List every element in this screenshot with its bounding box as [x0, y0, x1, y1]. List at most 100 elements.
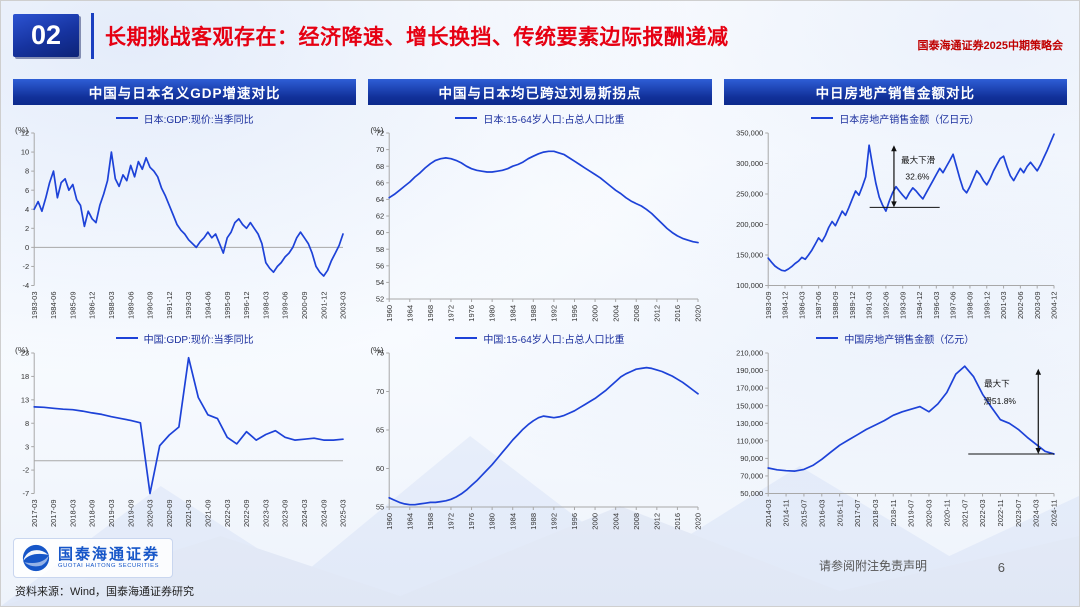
svg-text:2015-07: 2015-07: [799, 500, 808, 528]
svg-text:2023-03: 2023-03: [261, 500, 270, 528]
svg-text:2017-09: 2017-09: [49, 500, 58, 528]
svg-text:1992: 1992: [550, 305, 559, 322]
legend-label: 日本:15-64岁人口:占总人口比重: [483, 114, 625, 126]
svg-text:1986-03: 1986-03: [797, 292, 806, 320]
banner-lewis-turning-point: 中国与日本均已跨过刘易斯拐点: [368, 79, 712, 105]
svg-text:58: 58: [376, 245, 384, 254]
svg-text:1988-03: 1988-03: [107, 292, 116, 320]
svg-text:2003-03: 2003-03: [339, 292, 348, 320]
svg-text:2021-07: 2021-07: [960, 500, 969, 528]
svg-text:1976: 1976: [467, 513, 476, 530]
legend: 日本:GDP:现价:当季同比: [13, 109, 356, 127]
svg-text:1994-06: 1994-06: [204, 292, 213, 320]
svg-text:2003-09: 2003-09: [1032, 292, 1041, 320]
svg-text:1968: 1968: [426, 513, 435, 530]
svg-text:2019-07: 2019-07: [906, 500, 915, 528]
svg-text:3: 3: [25, 442, 29, 451]
chart-columns: 中国与日本名义GDP增速对比 日本:GDP:现价:当季同比 (%) -4 -2 0 2…: [13, 79, 1067, 535]
legend-line-icon: [115, 337, 138, 339]
svg-text:2000: 2000: [591, 305, 600, 322]
svg-text:1996-12: 1996-12: [242, 292, 251, 320]
svg-text:1984: 1984: [509, 305, 518, 322]
legend-line-icon: [455, 117, 478, 119]
chart-china-working-age-share: 中国:15-64岁人口:占总人口比重 (%) 55 60 65 70 75 1960 196…: [368, 327, 711, 535]
svg-text:2002-06: 2002-06: [1016, 292, 1025, 320]
svg-text:2004-12: 2004-12: [1049, 292, 1058, 320]
svg-text:12: 12: [21, 129, 29, 138]
svg-text:1983-03: 1983-03: [30, 292, 39, 320]
svg-text:2022-03: 2022-03: [978, 500, 987, 528]
legend-line-icon: [816, 337, 839, 339]
banner-real-estate-sales: 中日房地产销售金额对比: [723, 79, 1067, 105]
svg-text:1972: 1972: [447, 305, 456, 322]
svg-text:8: 8: [25, 419, 29, 428]
svg-text:2001-03: 2001-03: [999, 292, 1008, 320]
disclaimer-note: 请参阅附注免责声明: [818, 559, 927, 573]
svg-text:70: 70: [376, 387, 384, 396]
svg-text:2021-09: 2021-09: [204, 500, 213, 528]
logo-texts: 国泰海通证券 GUOTAI HAITONG SECURITIES: [58, 546, 160, 570]
svg-text:1984: 1984: [509, 513, 518, 530]
svg-text:2017-03: 2017-03: [30, 500, 39, 528]
svg-text:6: 6: [25, 186, 29, 195]
svg-text:13: 13: [21, 395, 29, 404]
svg-text:65: 65: [376, 426, 384, 435]
svg-text:1993-03: 1993-03: [184, 292, 193, 320]
svg-text:2021-03: 2021-03: [184, 500, 193, 528]
svg-text:2018-03: 2018-03: [871, 500, 880, 528]
svg-text:55: 55: [376, 503, 384, 512]
company-logo: 国泰海通证券 GUOTAI HAITONG SECURITIES: [13, 538, 174, 578]
svg-text:1988: 1988: [529, 513, 538, 530]
svg-text:10: 10: [21, 148, 29, 157]
svg-text:1980: 1980: [488, 513, 497, 530]
svg-text:1997-06: 1997-06: [948, 292, 957, 320]
svg-text:2023-09: 2023-09: [281, 500, 290, 528]
column-gdp-comparison: 中国与日本名义GDP增速对比 日本:GDP:现价:当季同比 (%) -4 -2 0 2…: [13, 79, 357, 535]
svg-text:-7: -7: [23, 489, 30, 498]
svg-text:70,000: 70,000: [740, 472, 763, 481]
svg-text:1992-06: 1992-06: [881, 292, 890, 320]
logo-globe-icon: [22, 544, 50, 572]
svg-text:60: 60: [376, 228, 384, 237]
svg-text:2022-11: 2022-11: [996, 500, 1005, 527]
svg-text:300,000: 300,000: [736, 159, 763, 168]
svg-text:2018-11: 2018-11: [888, 500, 897, 527]
svg-text:56: 56: [376, 261, 384, 270]
legend: 中国:15-64岁人口:占总人口比重: [368, 329, 711, 347]
page-title: 长期挑战客观存在：经济降速、增长换挡、传统要素边际报酬递减: [105, 26, 729, 49]
svg-text:-2: -2: [23, 466, 30, 475]
line-chart: 50,000 70,000 90,000 110,000 130,000 150,000 1…: [736, 349, 1059, 528]
svg-text:2008: 2008: [632, 305, 641, 322]
svg-text:1972: 1972: [447, 513, 456, 530]
y-axis-unit: (%): [15, 345, 29, 355]
chart-japan-real-estate-sales: 日本房地产销售金额（亿日元） 100,000 150,000 200,000 250,…: [724, 107, 1067, 327]
svg-text:2020-03: 2020-03: [146, 500, 155, 528]
svg-text:1968: 1968: [426, 305, 435, 322]
legend-label: 中国:15-64岁人口:占总人口比重: [483, 334, 625, 346]
legend-line-icon: [455, 337, 478, 339]
svg-text:1989-12: 1989-12: [848, 292, 857, 320]
svg-text:1996: 1996: [570, 513, 579, 530]
header-divider: [91, 13, 94, 59]
svg-text:1998-09: 1998-09: [965, 292, 974, 320]
svg-text:2012: 2012: [653, 305, 662, 322]
svg-text:18: 18: [21, 372, 29, 381]
svg-text:1987-06: 1987-06: [814, 292, 823, 320]
svg-text:2019-03: 2019-03: [107, 500, 116, 528]
svg-text:2020-03: 2020-03: [924, 500, 933, 528]
svg-text:1964: 1964: [406, 305, 415, 322]
svg-text:250,000: 250,000: [736, 190, 763, 199]
svg-text:2000-09: 2000-09: [300, 292, 309, 320]
svg-text:-2: -2: [23, 262, 30, 271]
svg-text:最大下滑: 最大下滑: [901, 155, 936, 165]
svg-text:75: 75: [376, 349, 384, 358]
svg-text:52: 52: [376, 295, 384, 304]
svg-text:2020: 2020: [694, 513, 703, 530]
svg-text:2: 2: [25, 224, 29, 233]
svg-text:50,000: 50,000: [740, 489, 763, 498]
svg-text:90,000: 90,000: [740, 454, 763, 463]
svg-text:8: 8: [25, 167, 29, 176]
svg-text:1994-12: 1994-12: [915, 292, 924, 320]
svg-text:1983-09: 1983-09: [763, 292, 772, 320]
line-chart: -4 -2 0 2 4 6 8 10 12 1983-03 1984-06 1985-09 1986-1…: [21, 129, 348, 320]
